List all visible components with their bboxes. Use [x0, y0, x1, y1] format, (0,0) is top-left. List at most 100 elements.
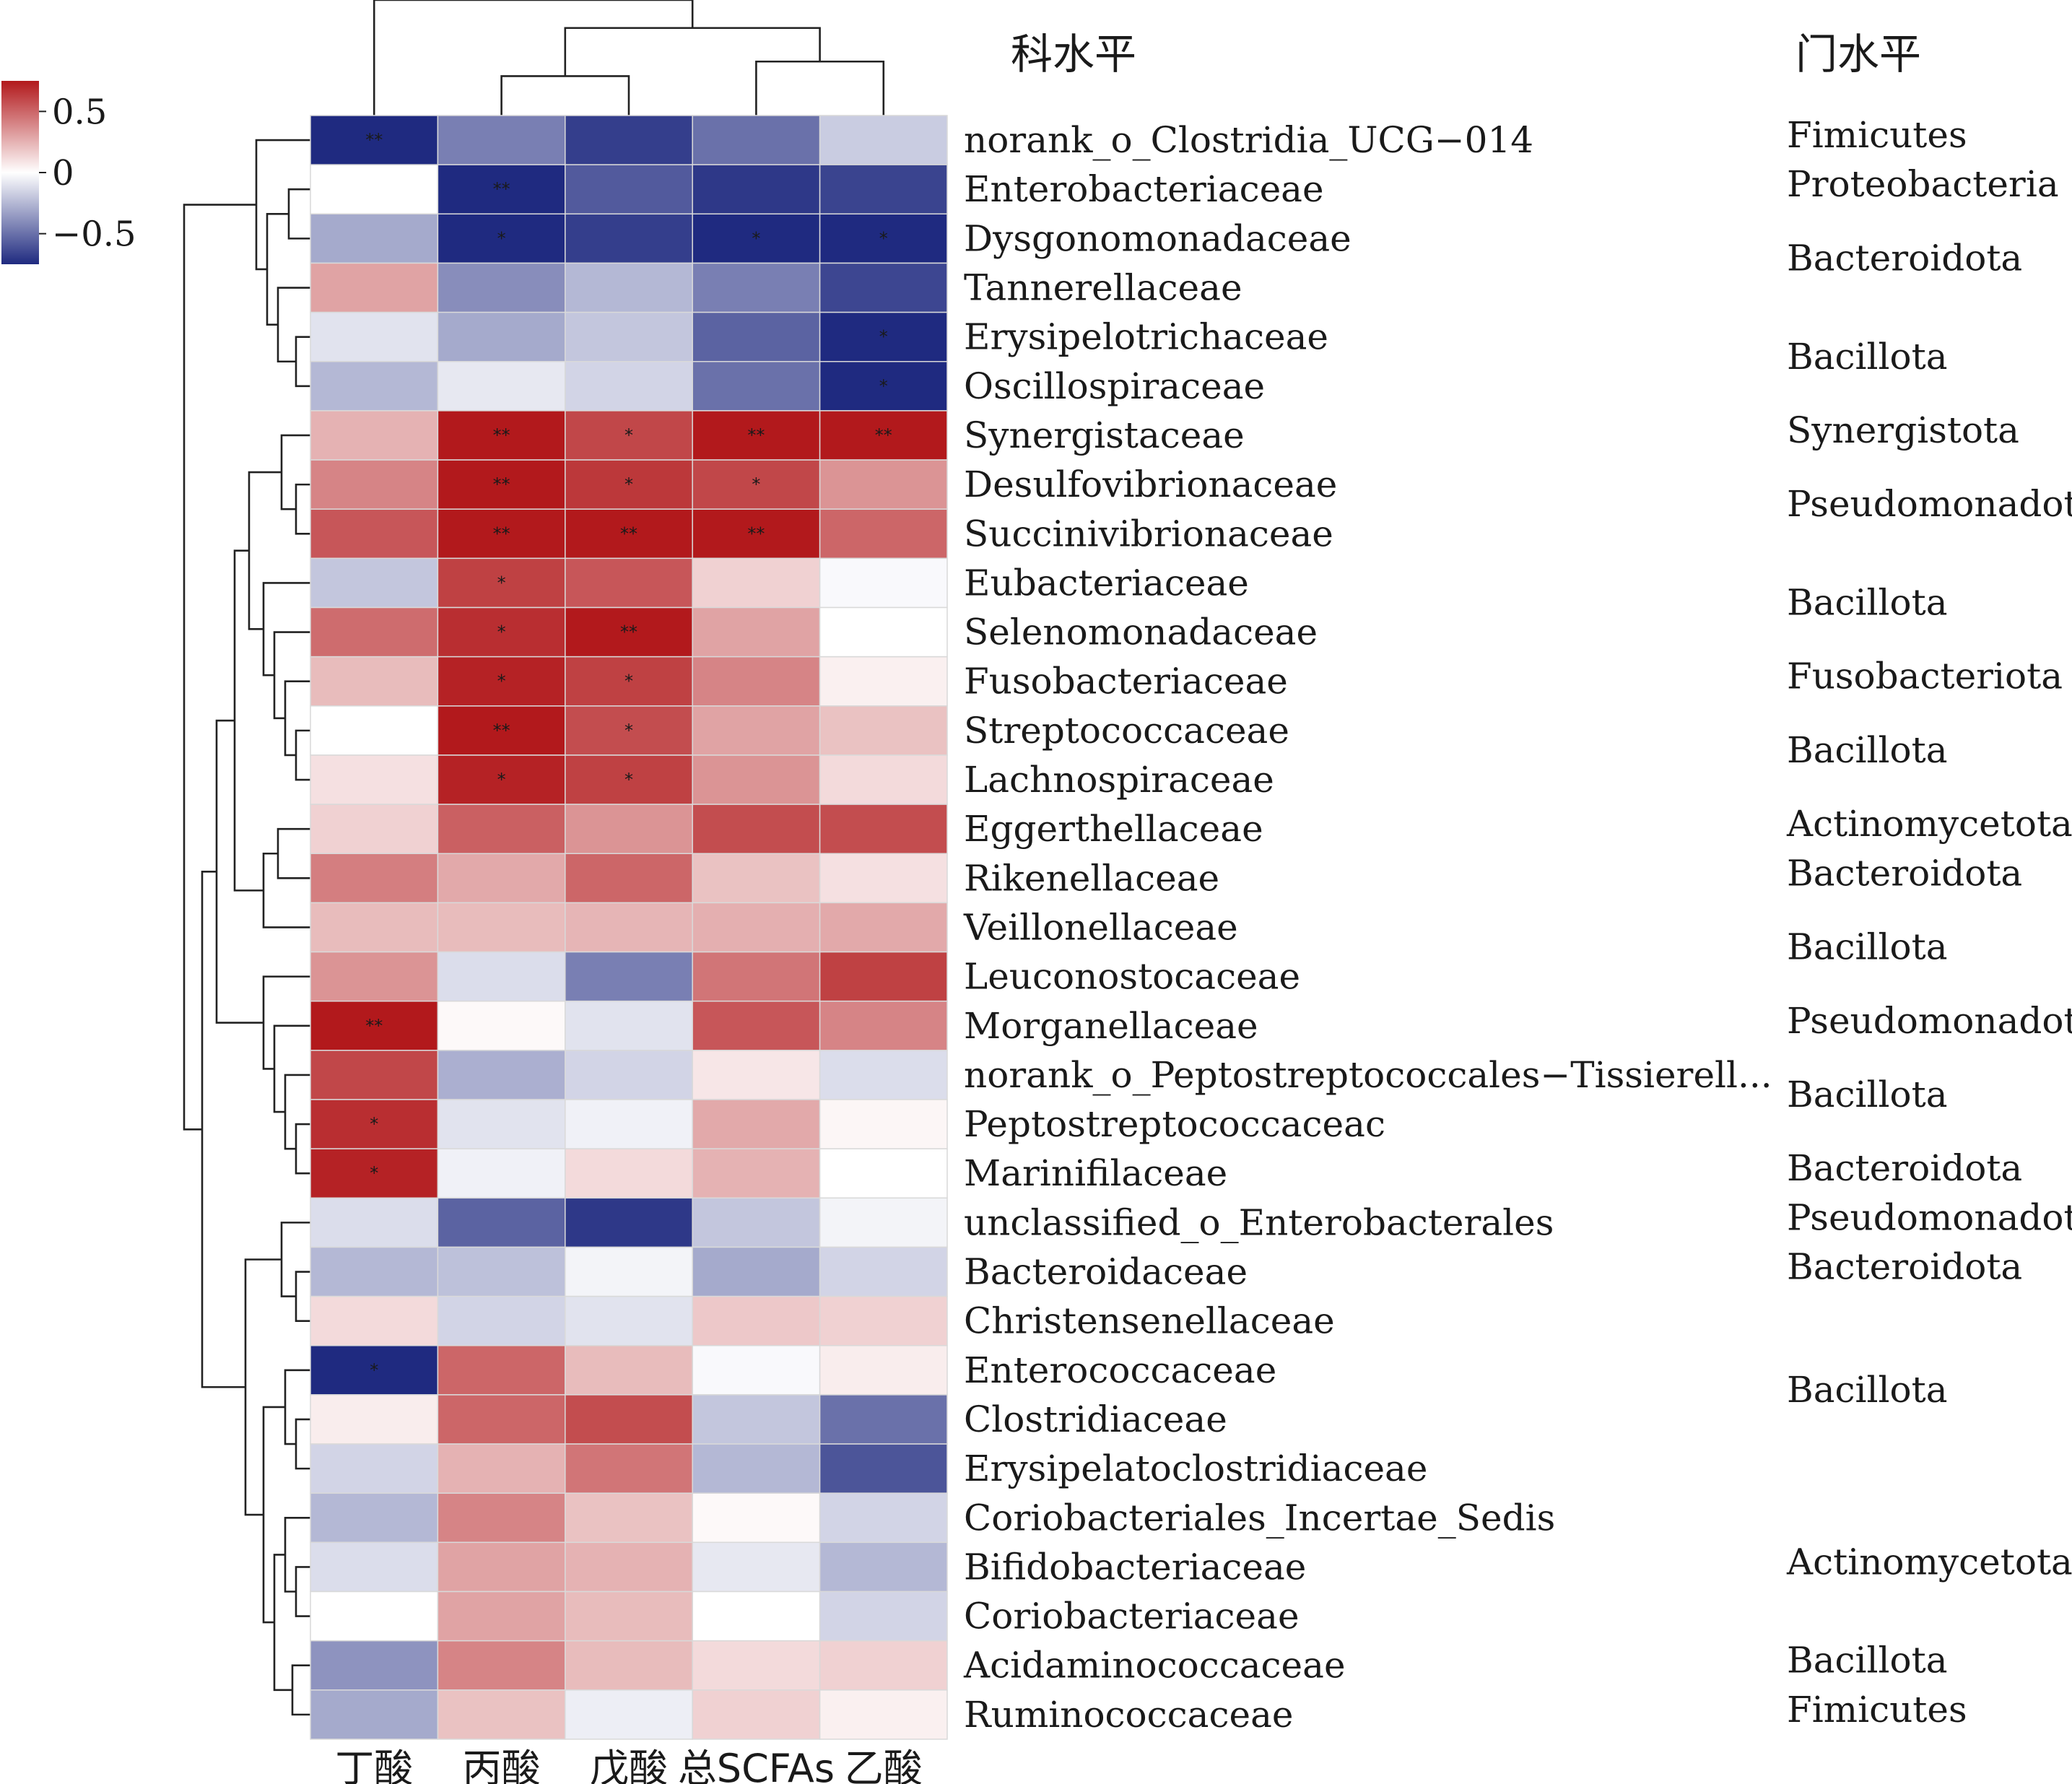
heatmap-cell [437, 951, 566, 1002]
row-dendrogram-branch [201, 870, 245, 1388]
heatmap-cell [692, 1689, 821, 1740]
heatmap-cell [565, 1345, 693, 1396]
row-dendrogram-branch [295, 1566, 310, 1617]
heatmap-cell [819, 262, 948, 313]
heatmap-cell [819, 606, 948, 658]
heatmap-cell [692, 164, 821, 215]
heatmap-cell [437, 1492, 566, 1544]
heatmap-cell [692, 1541, 821, 1593]
heatmap-cell [565, 213, 693, 264]
row-dendrogram-branch [284, 1516, 310, 1593]
heatmap-cell [310, 164, 439, 215]
heatmap-cell [819, 1099, 948, 1149]
row-dendrogram-branch [287, 188, 310, 240]
row-dendrogram-branch [262, 975, 310, 1070]
phylum-label: Pseudomonadota [1787, 483, 2072, 525]
significance-marker: ** [493, 425, 510, 445]
heatmap-cell [565, 1689, 693, 1740]
heatmap-cell [819, 1050, 948, 1100]
phylum-label: Bacillota [1787, 1369, 1948, 1411]
heatmap-cell [565, 410, 693, 461]
heatmap-cell [437, 1148, 566, 1199]
row-label: Coriobacteriaceae [964, 1596, 1300, 1637]
heatmap-cell [819, 1443, 948, 1494]
heatmap-cell [310, 902, 439, 953]
heatmap-cell [692, 705, 821, 756]
row-dendrogram-branch [277, 827, 310, 879]
heatmap-cell [437, 902, 566, 953]
phylum-label: Bacillota [1787, 1074, 1948, 1115]
significance-marker: * [497, 671, 506, 692]
heatmap-cell [437, 1197, 566, 1248]
heatmap-cell [310, 1000, 439, 1051]
column-label: 总SCFAs [678, 1746, 835, 1784]
column-dendrogram [373, 0, 885, 116]
row-label: Streptococcaceae [964, 710, 1289, 752]
heatmap-cell [565, 1443, 693, 1494]
phylum-label: Fimicutes [1787, 1689, 1967, 1731]
heatmap-cell [819, 1000, 948, 1051]
row-label: Ruminococcaceae [964, 1694, 1293, 1736]
heatmap-cell [310, 361, 439, 412]
heatmap-cell [437, 311, 566, 362]
phylum-label: Bacillota [1787, 729, 1948, 771]
color-legend-tick-label: −0.5 [52, 214, 136, 255]
heatmap-cell [565, 656, 693, 707]
significance-marker: * [370, 1114, 378, 1134]
heatmap-cell [692, 557, 821, 609]
row-label: Erysipelotrichaceae [964, 316, 1328, 358]
heatmap-cell [437, 1050, 566, 1100]
row-dendrogram-branch [295, 483, 310, 535]
row-dendrogram-branch [262, 852, 310, 928]
heatmap-cell [310, 1050, 439, 1100]
phylum-label: Bacillota [1787, 1640, 1948, 1681]
color-legend-bar [1, 81, 39, 264]
heatmap-cell [437, 804, 566, 854]
row-dendrogram-branch [262, 582, 310, 676]
heatmap-cell [565, 804, 693, 854]
heatmap-cell [819, 1197, 948, 1248]
row-label: Bifidobacteriaceae [964, 1546, 1306, 1588]
heatmap-cell [310, 951, 439, 1002]
heatmap-cell [310, 262, 439, 313]
heatmap-cell [310, 1345, 439, 1396]
heatmap-cell [310, 754, 439, 805]
heatmap-cell [437, 1591, 566, 1642]
row-label: Bacteroidaceae [964, 1251, 1248, 1293]
phylum-label: Bacillota [1787, 582, 1948, 624]
phylum-label: Bacteroidota [1787, 852, 2022, 894]
phylum-label: Synergistota [1787, 409, 2019, 451]
column-label: 乙酸 [845, 1746, 923, 1784]
row-dendrogram-branch [295, 729, 310, 781]
heatmap-cell [819, 902, 948, 953]
heatmap-cell [692, 754, 821, 805]
significance-marker: ** [747, 425, 765, 445]
heatmap-cell [819, 1492, 948, 1544]
heatmap-cell [692, 115, 821, 165]
heatmap-cell [565, 1591, 693, 1642]
heatmap-cell [819, 656, 948, 707]
heatmap-cell [310, 656, 439, 707]
phylum-labels: Fimicutes Proteobacteria Bacteroidota Bacil… [1786, 114, 2072, 1731]
color-legend-ticks: 0.5 0 −0.5 [39, 92, 136, 255]
row-label: Enterobacteriaceae [964, 168, 1324, 210]
heatmap-cell [819, 1295, 948, 1346]
heatmap-cell [692, 311, 821, 362]
heatmap-cell [310, 1689, 439, 1740]
heatmap-cell [310, 1099, 439, 1149]
heatmap-cell [819, 1394, 948, 1445]
row-dendrogram-branch [295, 336, 310, 388]
heatmap-cell [310, 1591, 439, 1642]
significance-marker: ** [493, 474, 510, 495]
heatmap-cell [437, 1345, 566, 1396]
heatmap-cell [310, 311, 439, 362]
heatmap-cell [692, 606, 821, 658]
row-dendrogram-branch [215, 719, 264, 1024]
row-dendrogram-branch [291, 1664, 310, 1716]
heatmap-cell [310, 213, 439, 264]
heatmap-cell [565, 705, 693, 756]
heatmap-cell [692, 951, 821, 1002]
significance-marker: * [879, 327, 888, 347]
row-dendrogram-branch [295, 1123, 310, 1175]
heatmap-cell [437, 606, 566, 658]
